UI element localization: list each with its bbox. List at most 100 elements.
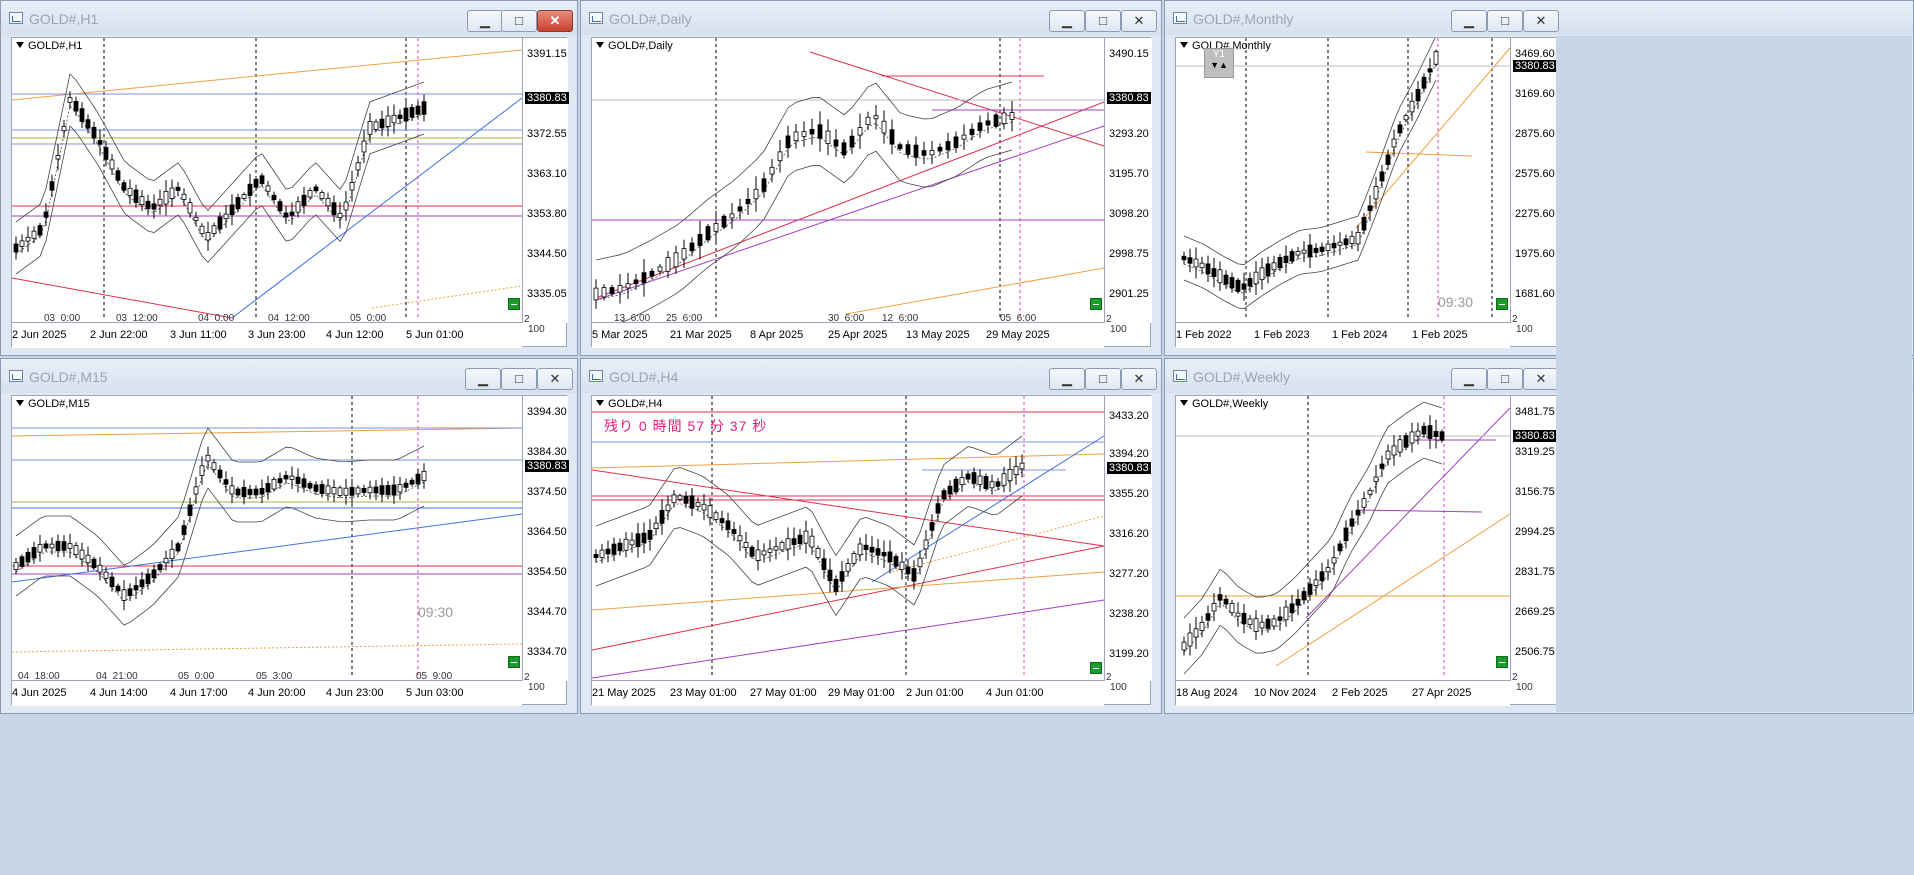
maximize-button[interactable]: □ xyxy=(1487,368,1523,390)
titlebar-m15[interactable]: GOLD#,M15 ▁ □ ✕ xyxy=(1,359,577,393)
chart-area[interactable]: GOLD#,M15 3394.30 3384.30 3380.83 3374.5… xyxy=(11,395,569,706)
price-label: 2275.60 xyxy=(1515,208,1555,220)
titlebar-h4[interactable]: GOLD#,H4 ▁ □ ✕ xyxy=(581,359,1161,393)
time-axis[interactable]: 4 Jun 2025 4 Jun 14:00 4 Jun 17:00 4 Jun… xyxy=(12,680,522,706)
minimize-button[interactable]: ▁ xyxy=(465,368,501,390)
close-button[interactable]: ✕ xyxy=(1523,10,1559,32)
candle-body xyxy=(713,223,719,232)
expand-button[interactable] xyxy=(1090,662,1102,674)
price-axis[interactable]: 3433.20 3394.20 3380.83 3355.20 3316.20 … xyxy=(1104,396,1152,681)
expand-button[interactable] xyxy=(508,656,520,668)
candle-body xyxy=(1009,112,1015,120)
titlebar-daily[interactable]: GOLD#,Daily ▁ □ ✕ xyxy=(581,1,1161,35)
close-button[interactable]: ✕ xyxy=(1121,368,1157,390)
chart-area[interactable]: GOLD#,Monthly Y1 ▼▲ 3469.60 3380.83 3169.… xyxy=(1175,37,1566,348)
candle-body xyxy=(839,571,845,582)
candle-body xyxy=(1013,466,1019,475)
maximize-button[interactable]: □ xyxy=(1085,10,1121,32)
maximize-button[interactable]: □ xyxy=(1085,368,1121,390)
period-separator-y1[interactable]: Y1 ▼▲ xyxy=(1204,48,1234,78)
candle-body xyxy=(1355,231,1361,245)
candle-body xyxy=(841,142,847,156)
candle-body xyxy=(833,578,839,592)
time-label: 4 Jun 01:00 xyxy=(986,687,1044,699)
minimize-button[interactable]: ▁ xyxy=(1049,10,1085,32)
chart-window-m15[interactable]: GOLD#,M15 ▁ □ ✕ GOLD#,M15 3394.30 3384.3… xyxy=(0,358,578,714)
close-button[interactable]: ✕ xyxy=(1523,368,1559,390)
candle-body xyxy=(665,504,671,512)
candle-body xyxy=(391,484,397,496)
time-axis[interactable]: 5 Mar 2025 21 Mar 2025 8 Apr 2025 25 Apr… xyxy=(592,322,1104,348)
candle-body xyxy=(79,549,85,560)
chart-area[interactable]: GOLD#,H4 残り 0 時間 57 分 37 秒 3433.20 3394.… xyxy=(591,395,1152,706)
candle-body xyxy=(1199,622,1205,631)
expand-button[interactable] xyxy=(508,298,520,310)
candle-body xyxy=(641,532,647,544)
candle-body xyxy=(379,118,385,129)
candle-body xyxy=(13,243,19,253)
chart-area[interactable]: GOLD#,Weekly 3481.75 3380.83 3319.25 315… xyxy=(1175,395,1566,706)
price-label: 3394.30 xyxy=(527,406,567,418)
minimize-button[interactable]: ▁ xyxy=(1049,368,1085,390)
candle-body xyxy=(223,213,229,220)
time-axis[interactable]: 21 May 2025 23 May 01:00 27 May 01:00 29… xyxy=(592,680,1104,706)
symbol-label: GOLD#,H4 xyxy=(596,398,662,410)
candle-body xyxy=(983,476,989,489)
price-label: 3394.20 xyxy=(1109,448,1149,460)
price-label: 2506.75 xyxy=(1515,646,1555,658)
time-axis[interactable]: 1 Feb 2022 1 Feb 2023 1 Feb 2024 1 Feb 2… xyxy=(1176,322,1510,348)
expand-button[interactable] xyxy=(1496,656,1508,668)
time-label: 2 Feb 2025 xyxy=(1332,687,1388,699)
chart-area[interactable]: GOLD#,H1 3391.15 3380.83 3372.55 3363.10… xyxy=(11,37,569,348)
dropdown-triangle-icon xyxy=(1180,42,1188,48)
candle-body xyxy=(1259,267,1265,280)
candle-body xyxy=(1235,279,1241,292)
titlebar-h1[interactable]: GOLD#,H1 ▁ □ ✕ xyxy=(1,1,577,35)
time-axis[interactable]: 2 Jun 2025 2 Jun 22:00 3 Jun 11:00 3 Jun… xyxy=(12,322,522,348)
candle-body xyxy=(109,159,115,170)
scale-label: 100 xyxy=(1516,682,1533,693)
price-axis[interactable]: 3394.30 3384.30 3380.83 3374.50 3364.50 … xyxy=(522,396,569,681)
chart-window-h1[interactable]: GOLD#,H1 ▁ □ ✕ GOLD#,H1 3391.15 3380.83 … xyxy=(0,0,578,356)
close-button[interactable]: ✕ xyxy=(1121,10,1157,32)
time-label: 4 Jun 2025 xyxy=(12,687,67,699)
titlebar-monthly[interactable]: GOLD#,Monthly ▁ □ ✕ xyxy=(1165,1,1913,35)
chart-window-daily[interactable]: GOLD#,Daily ▁ □ ✕ GOLD#,Daily 3490.15 33… xyxy=(580,0,1162,356)
candle-body xyxy=(127,187,133,196)
candle-body xyxy=(1199,262,1205,269)
candle-body xyxy=(721,215,727,228)
expand-button[interactable] xyxy=(1496,298,1508,310)
chart-window-h4[interactable]: GOLD#,H4 ▁ □ ✕ GOLD#,H4 残り 0 時間 57 分 37 … xyxy=(580,358,1162,714)
candle-body xyxy=(1331,557,1337,564)
maximize-button[interactable]: □ xyxy=(1487,10,1523,32)
candle-body xyxy=(671,494,677,504)
candle-body xyxy=(31,547,37,559)
chart-window-icon xyxy=(9,370,23,382)
minimize-button[interactable]: ▁ xyxy=(1451,10,1487,32)
price-axis[interactable]: 3490.15 3380.83 3293.20 3195.70 3098.20 … xyxy=(1104,38,1152,323)
candle-body xyxy=(187,202,193,214)
close-button[interactable]: ✕ xyxy=(537,10,573,32)
candle-body xyxy=(199,465,205,476)
chart-area[interactable]: GOLD#,Daily 3490.15 3380.83 3293.20 3195… xyxy=(591,37,1152,348)
candle-body xyxy=(1205,613,1211,621)
close-button[interactable]: ✕ xyxy=(537,368,573,390)
candle-body xyxy=(911,568,917,582)
time-axis[interactable]: 18 Aug 2024 10 Nov 2024 2 Feb 2025 27 Ap… xyxy=(1176,680,1510,706)
candle-body xyxy=(241,194,247,199)
maximize-button[interactable]: □ xyxy=(501,368,537,390)
candle-body xyxy=(409,107,415,118)
minimize-button[interactable]: ▁ xyxy=(1451,368,1487,390)
expand-button[interactable] xyxy=(1090,298,1102,310)
minimize-button[interactable]: ▁ xyxy=(467,10,503,32)
bollinger-upper xyxy=(1183,401,1443,619)
chart-window-icon xyxy=(589,12,603,24)
trend-line xyxy=(1355,47,1511,229)
price-label: 2669.25 xyxy=(1515,606,1555,618)
candle-body xyxy=(725,520,731,530)
candle-body xyxy=(175,186,181,191)
price-axis[interactable]: 3391.15 3380.83 3372.55 3363.10 3353.80 … xyxy=(522,38,569,323)
price-plot xyxy=(592,38,1105,329)
maximize-button[interactable]: □ xyxy=(501,10,537,32)
candle-body xyxy=(593,554,599,558)
